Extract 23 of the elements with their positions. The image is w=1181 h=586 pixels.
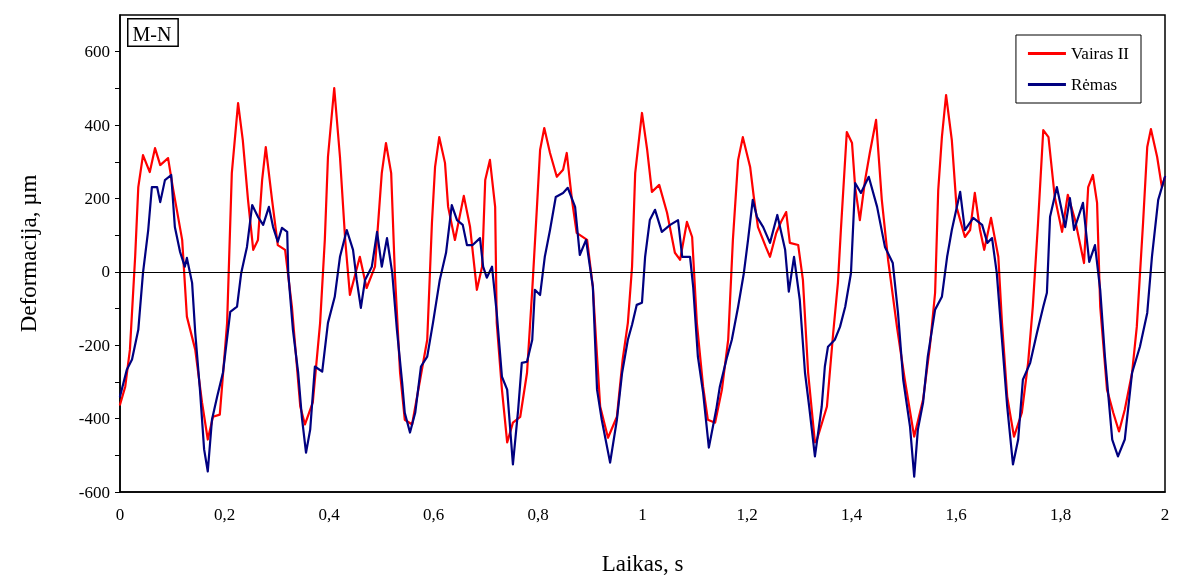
x-tick-label: 1 bbox=[638, 505, 647, 524]
legend-label: Vairas II bbox=[1070, 44, 1130, 63]
x-tick-label: 0 bbox=[115, 505, 125, 524]
y-tick-label: 400 bbox=[84, 115, 110, 135]
x-axis-title: Laikas, s bbox=[601, 551, 684, 576]
x-tick-label: 1,8 bbox=[1049, 505, 1072, 524]
y-tick-label: 600 bbox=[84, 42, 110, 62]
legend-label: Rėmas bbox=[1070, 75, 1118, 94]
annotation: M-N bbox=[132, 22, 172, 45]
x-tick-label: 0,2 bbox=[213, 505, 236, 524]
x-tick-label: 0,8 bbox=[527, 505, 549, 524]
x-tick-label: 0,4 bbox=[318, 505, 341, 524]
y-tick-label: 200 bbox=[84, 188, 110, 208]
x-tick-label: 1,4 bbox=[840, 505, 863, 524]
x-tick-label: 1,2 bbox=[736, 505, 758, 524]
y-axis-title: Deformacija, µm bbox=[16, 174, 41, 333]
y-tick-label: -600 bbox=[78, 482, 110, 502]
y-tick-label: -400 bbox=[78, 409, 110, 429]
x-tick-label: 0,6 bbox=[422, 505, 445, 524]
y-tick-label: 0 bbox=[101, 262, 110, 282]
x-tick-label: 1,6 bbox=[945, 505, 967, 524]
x-tick-label: 2 bbox=[1160, 505, 1170, 524]
y-tick-label: -200 bbox=[78, 335, 110, 355]
